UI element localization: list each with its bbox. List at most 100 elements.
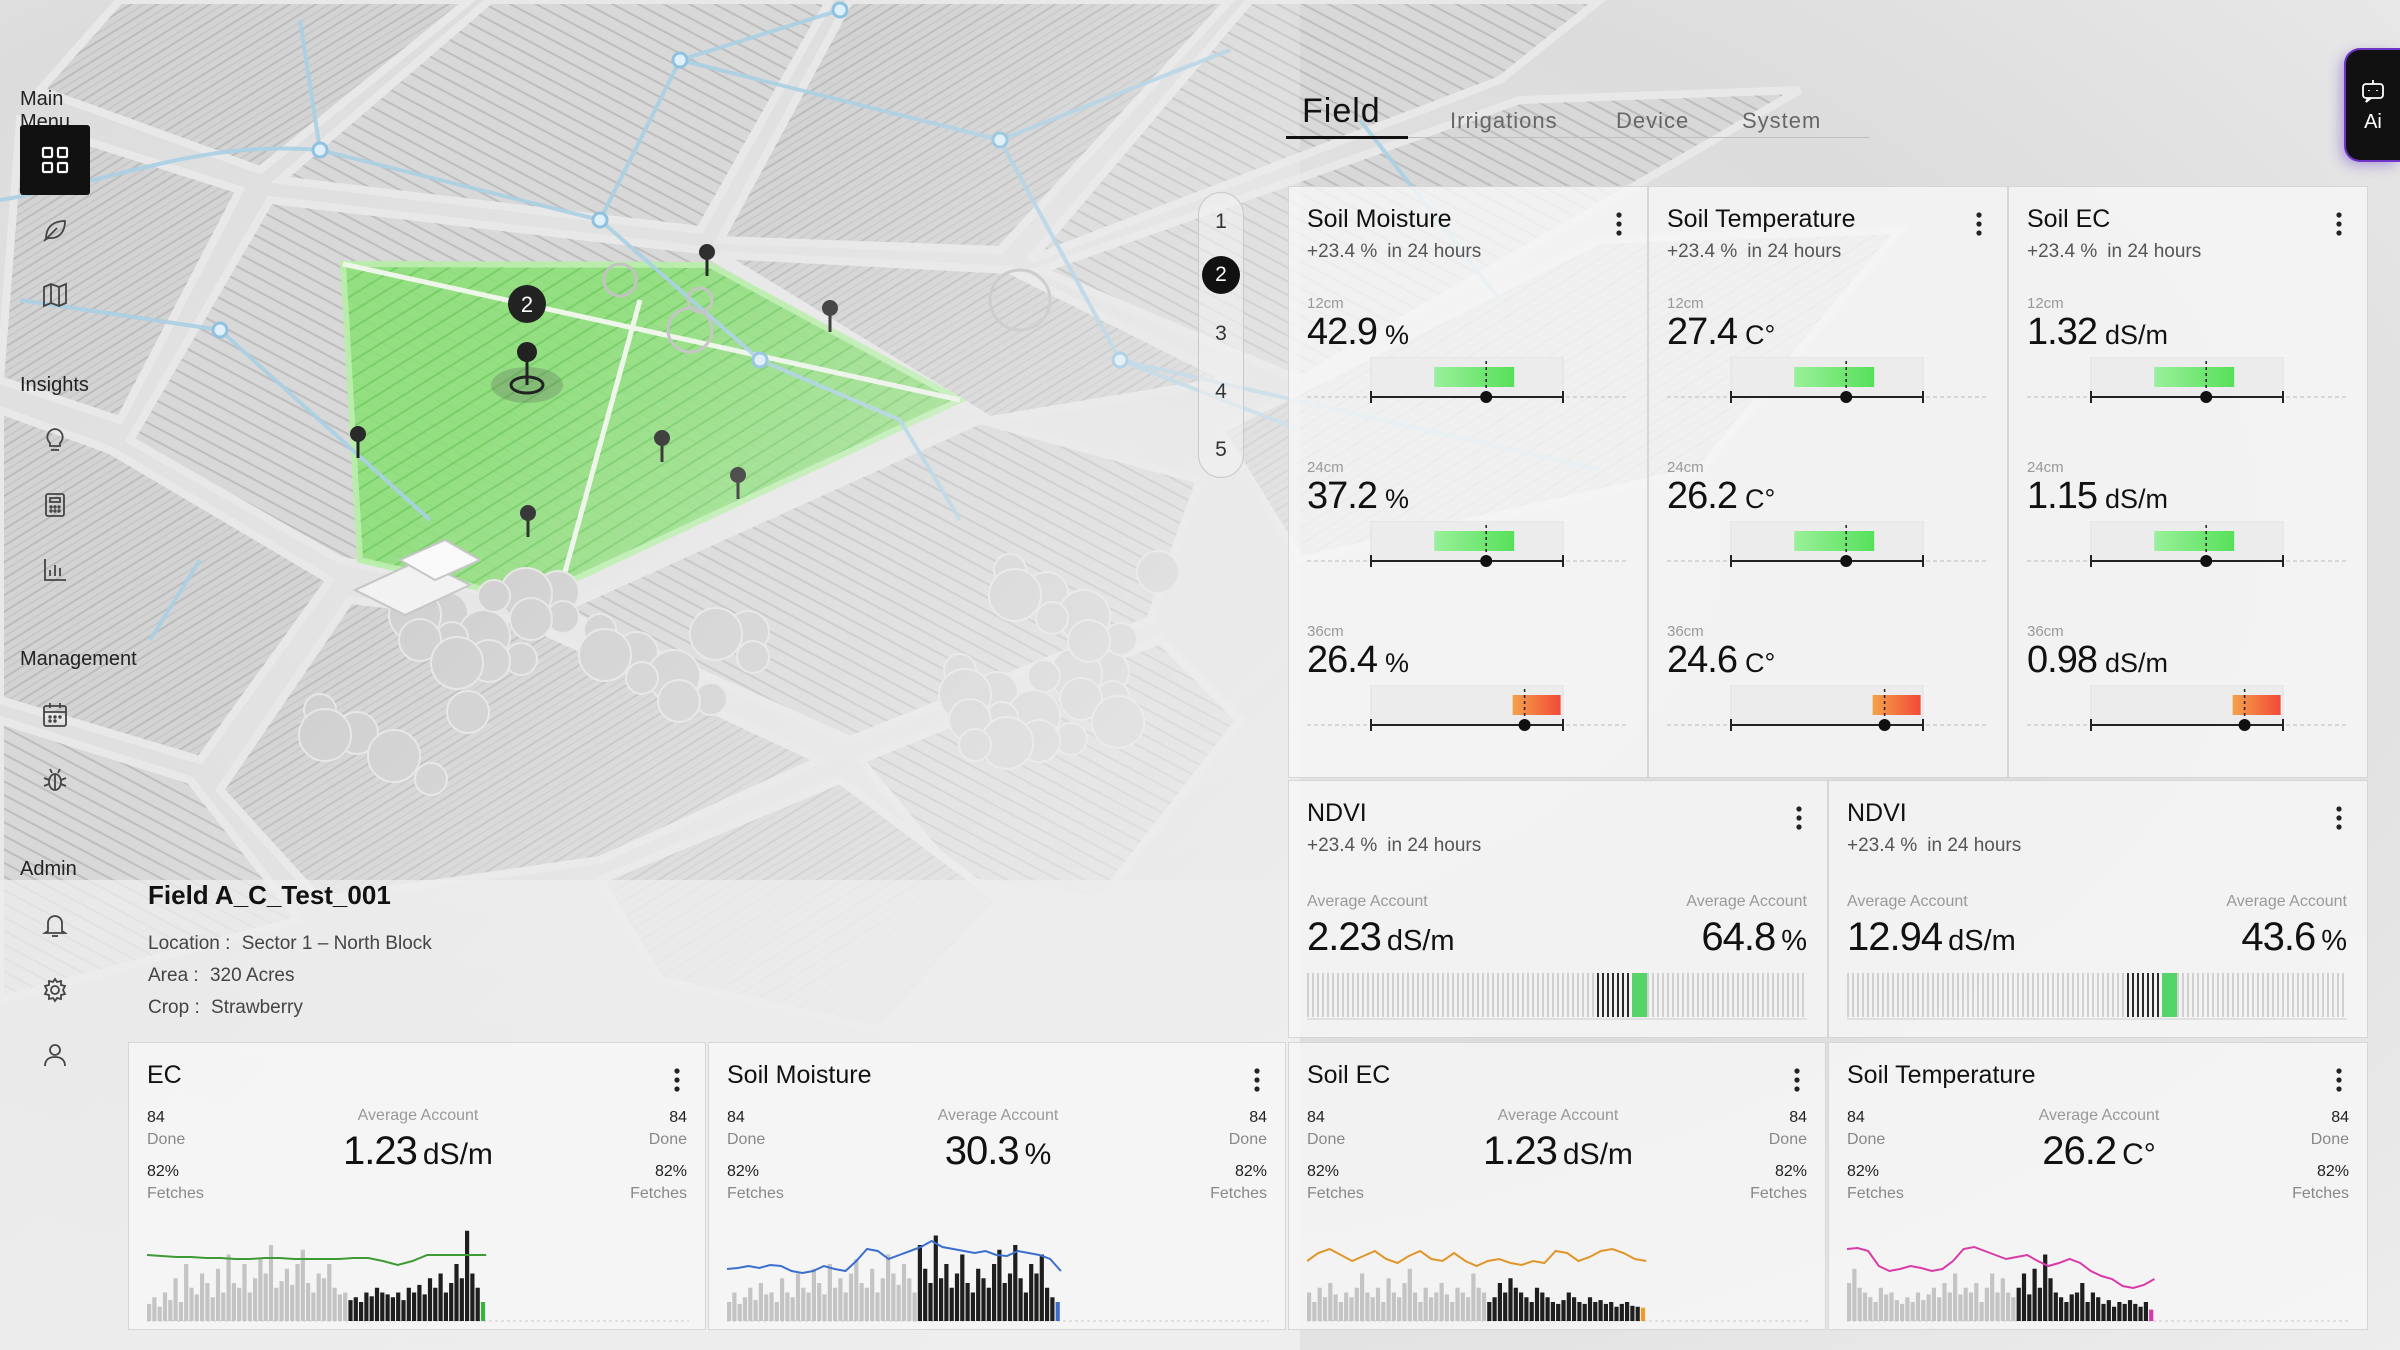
card-title: NDVI <box>1847 799 1907 827</box>
chart-bar <box>300 1249 305 1321</box>
ndvi-tick <box>1367 973 1369 1017</box>
chart-bar <box>742 1297 748 1321</box>
chart-bar <box>986 1287 991 1321</box>
ndvi-tick <box>1587 973 1589 1017</box>
done-label-left: Done <box>1307 1131 1346 1148</box>
chart-bar <box>1444 1294 1449 1321</box>
bug-icon[interactable] <box>20 745 90 815</box>
chart-bar <box>1397 1297 1402 1321</box>
lightbulb-icon[interactable] <box>20 405 90 475</box>
calendar-icon[interactable] <box>20 680 90 750</box>
pager-item-1[interactable]: 1 <box>1215 210 1227 233</box>
value-unit: % <box>2321 925 2347 957</box>
more-options-icon[interactable] <box>673 1067 681 1093</box>
chart-bar <box>875 1292 880 1321</box>
ndvi-tick <box>1702 973 1704 1017</box>
metric-number: 42.9 <box>1307 311 1378 353</box>
ndvi-tick <box>1447 973 1449 1017</box>
ndvi-tick <box>1797 973 1799 1017</box>
ndvi-tick <box>2022 973 2024 1017</box>
more-options-icon[interactable] <box>1253 1067 1261 1093</box>
gauge-marker <box>1878 719 1891 731</box>
depth-label: 24cm <box>1667 459 1704 476</box>
chart-bar <box>2016 1287 2021 1321</box>
card-title: NDVI <box>1307 799 1367 827</box>
chart-bar <box>1979 1302 1984 1321</box>
ndvi-tick <box>1627 973 1629 1017</box>
pager-item-3[interactable]: 3 <box>1215 322 1227 345</box>
ndvi-tick <box>1402 973 1404 1017</box>
more-options-icon[interactable] <box>1615 211 1623 237</box>
range-gauge <box>2027 520 2347 567</box>
ndvi-tick <box>2317 973 2319 1017</box>
pager-item-5[interactable]: 5 <box>1215 438 1227 461</box>
ndvi-tick <box>1467 973 1469 1017</box>
gear-icon[interactable] <box>20 955 90 1025</box>
chart-bar <box>907 1278 912 1321</box>
chart-bar <box>1900 1303 1905 1321</box>
range-gauge <box>1307 356 1627 403</box>
more-options-icon[interactable] <box>2335 805 2343 831</box>
chart-bar <box>1045 1287 1050 1321</box>
ndvi-tick <box>1352 973 1354 1017</box>
range-gauge <box>2027 684 2347 731</box>
metric-value: 26.2 C° <box>1667 475 1775 518</box>
chart-bar <box>769 1292 774 1321</box>
ndvi-tick <box>2107 973 2109 1017</box>
chart-bar <box>917 1245 922 1321</box>
more-options-icon[interactable] <box>1795 805 1803 831</box>
chart-bar <box>1868 1297 1873 1321</box>
ndvi-tick <box>1937 973 1939 1017</box>
ndvi-tick <box>1317 973 1319 1017</box>
pager-item-4[interactable]: 4 <box>1215 380 1227 403</box>
ndvi-tick <box>1677 973 1679 1017</box>
user-icon[interactable] <box>20 1020 90 1090</box>
tab-irrigations[interactable]: Irrigations <box>1450 108 1558 133</box>
chart-bar <box>1450 1302 1455 1321</box>
change-period: in 24 hours <box>1927 835 2022 856</box>
tab-field[interactable]: Field <box>1302 92 1381 130</box>
more-options-icon[interactable] <box>2335 211 2343 237</box>
chart-trend-line <box>146 1254 487 1267</box>
chart-bar <box>353 1297 358 1321</box>
more-options-icon[interactable] <box>2335 1067 2343 1093</box>
tab-system[interactable]: System <box>1742 108 1822 133</box>
more-options-icon[interactable] <box>1975 211 1983 237</box>
chart-trend-line <box>726 1239 1062 1275</box>
ndvi-tick <box>2267 973 2269 1017</box>
chart-bar <box>780 1278 785 1321</box>
pager-item-2[interactable]: 2 <box>1202 256 1240 294</box>
dashboard-grid-icon[interactable] <box>20 125 90 195</box>
trend-chart <box>1846 1203 2351 1323</box>
ndvi-tick <box>1377 973 1379 1017</box>
bell-icon[interactable] <box>20 890 90 960</box>
tab-device[interactable]: Device <box>1616 108 1690 133</box>
ndvi-tick <box>1392 973 1394 1017</box>
average-label: Average Account <box>937 1107 1059 1124</box>
chart-bar <box>178 1302 183 1321</box>
chart-bar <box>327 1264 332 1321</box>
chart-bar <box>1963 1287 1968 1321</box>
chart-bar <box>1921 1300 1926 1321</box>
ndvi-tick <box>1762 973 1764 1017</box>
leaf-icon[interactable] <box>20 195 90 265</box>
metric-gauge <box>1667 684 1987 745</box>
average-value-left: 12.94 dS/m <box>1847 915 2016 960</box>
ndvi-tick <box>2057 973 2059 1017</box>
more-options-icon[interactable] <box>1793 1067 1801 1093</box>
value-unit: dS/m <box>1562 1138 1633 1171</box>
chart-bar <box>147 1303 152 1321</box>
chart-bar <box>1018 1278 1023 1321</box>
ai-assistant-button[interactable]: Ai <box>2346 50 2400 160</box>
ndvi-tick <box>1592 973 1594 1017</box>
chart-bar <box>210 1297 215 1321</box>
map-icon[interactable] <box>20 260 90 330</box>
ndvi-tick <box>1742 973 1744 1017</box>
bar-chart-icon[interactable] <box>20 535 90 605</box>
calculator-icon[interactable] <box>20 470 90 540</box>
chart-bar <box>449 1283 454 1321</box>
chart-bar <box>1577 1302 1582 1321</box>
ndvi-tick <box>1482 973 1484 1017</box>
chart-bar <box>1630 1305 1635 1321</box>
metric-gauge <box>1307 520 1627 581</box>
